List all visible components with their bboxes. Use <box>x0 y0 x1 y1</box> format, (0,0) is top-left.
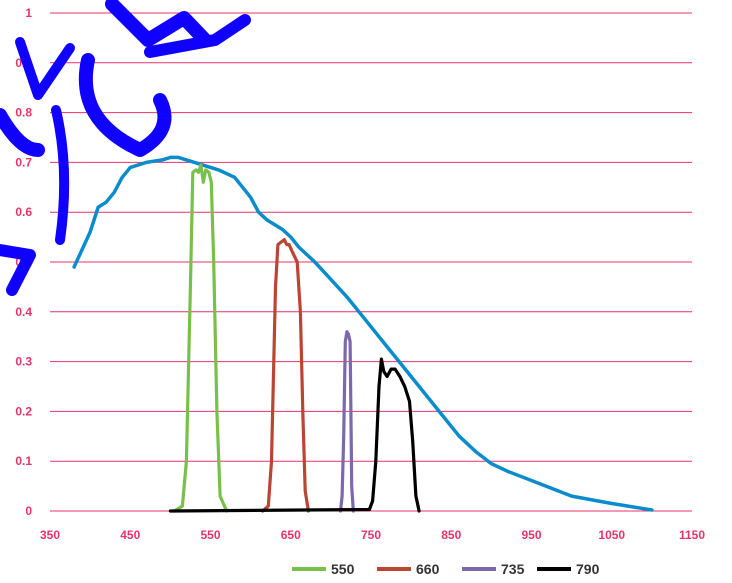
y-tick-label: 0 <box>25 504 32 518</box>
x-axis-ticks: 350 450 550 650 750 850 950 1050 1150 <box>40 528 705 542</box>
watermark-stroke <box>0 108 45 157</box>
legend-label-660: 660 <box>416 561 440 577</box>
y-tick-label: 0.2 <box>15 404 32 418</box>
watermark-stroke <box>144 14 251 58</box>
legend-label-790: 790 <box>576 561 600 577</box>
y-tick-label: 0.4 <box>15 305 32 319</box>
y-tick-label: 0.1 <box>15 454 32 468</box>
series-line-660 <box>261 238 310 513</box>
y-tick-label: 0.6 <box>15 205 32 219</box>
x-tick-label: 550 <box>200 528 220 542</box>
x-tick-label: 450 <box>120 528 140 542</box>
y-tick-label: 0.8 <box>15 106 32 120</box>
watermark-brush-strokes <box>0 0 251 296</box>
y-tick-label: 0.7 <box>15 155 32 169</box>
y-tick-label: 1 <box>25 6 32 20</box>
series-line-735 <box>338 330 355 513</box>
y-tick-label: 0.3 <box>15 355 32 369</box>
x-tick-label: 750 <box>361 528 381 542</box>
x-tick-label: 1150 <box>679 528 705 542</box>
legend-label-550: 550 <box>331 561 355 577</box>
x-tick-label: 650 <box>281 528 301 542</box>
x-tick-label: 950 <box>521 528 541 542</box>
watermark-stroke <box>78 53 172 157</box>
watermark-stroke <box>51 105 70 245</box>
series-line-550 <box>172 163 229 513</box>
x-tick-label: 1050 <box>598 528 625 542</box>
legend-label-735: 735 <box>501 561 525 577</box>
gridlines <box>50 12 692 512</box>
series-line-790 <box>168 357 421 513</box>
watermark-stroke <box>0 244 36 296</box>
series-lines <box>72 155 654 513</box>
watermark-stroke <box>105 0 212 47</box>
x-tick-label: 850 <box>441 528 461 542</box>
series-line-curve <box>72 155 654 512</box>
legend: 550 660 735 790 <box>292 561 600 577</box>
x-tick-label: 350 <box>40 528 60 542</box>
watermark-stroke <box>15 37 75 100</box>
